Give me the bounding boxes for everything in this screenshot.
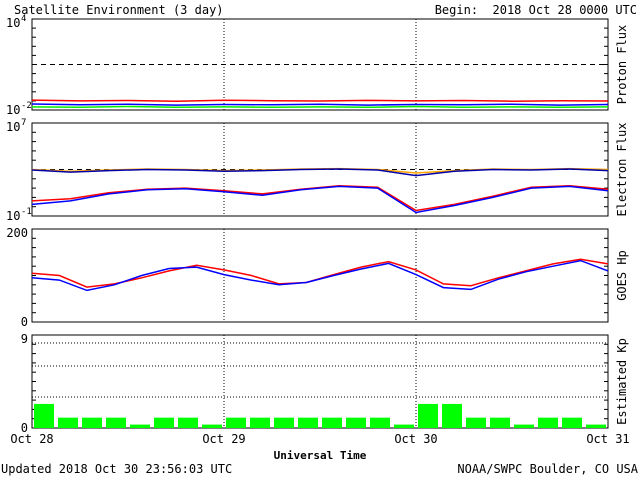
- panel-3-ytick-label: 200: [6, 226, 28, 240]
- panel-2-series-navy: [31, 168, 609, 177]
- panel-4-kp-bar: [370, 417, 390, 428]
- begin-timestamp: Begin: 2018 Oct 28 0000 UTC: [434, 3, 637, 17]
- panel-3-frame: [31, 228, 609, 323]
- panel-2-series-red: [31, 185, 609, 212]
- xtick-label: Oct 31: [586, 432, 629, 446]
- xaxis-label: Universal Time: [274, 449, 367, 462]
- panel-4-kp-bar: [394, 424, 414, 428]
- updated-timestamp: Updated 2018 Oct 30 23:56:03 UTC: [1, 462, 233, 476]
- panel-4-kp-bar: [202, 424, 222, 428]
- panel-4-kp-bar: [538, 417, 558, 428]
- panel-4-kp-bar: [562, 417, 582, 428]
- panel-1-ytick-exponent: -2: [21, 101, 32, 111]
- panel-4-kp-bar: [514, 424, 534, 428]
- panel-1-series-blue: [31, 103, 609, 106]
- chart-title: Satellite Environment (3 day): [14, 3, 224, 17]
- panel-4-kp-bar: [346, 417, 366, 428]
- panel-4-ylabel: Estimated Kp: [615, 338, 629, 425]
- panel-4-kp-bar: [154, 417, 174, 428]
- panel-4-kp-bar: [106, 417, 126, 428]
- panel-4-kp-bar: [250, 417, 270, 428]
- panel-1-ytick-exponent: 4: [21, 14, 26, 24]
- panel-3-ylabel: GOES Hp: [615, 250, 629, 301]
- panel-4-kp-bar: [130, 424, 150, 428]
- panel-2-ytick-exponent: 7: [21, 118, 26, 128]
- panel-4-kp-bar: [82, 417, 102, 428]
- panel-4-ytick-label: 9: [21, 332, 28, 346]
- panel-4-kp-bar: [58, 417, 78, 428]
- panel-1-series-green: [31, 105, 609, 109]
- panel-4-kp-bar: [178, 417, 198, 428]
- panel-3-ytick-label: 0: [21, 315, 28, 329]
- panel-2-ytick-exponent: -1: [21, 207, 32, 217]
- panel-4-kp-bar: [586, 424, 606, 428]
- panel-4-kp-bar: [490, 417, 510, 428]
- panel-2-ylabel: Electron Flux: [615, 123, 629, 217]
- panel-4-kp-bar: [34, 403, 54, 428]
- xtick-label: Oct 28: [10, 432, 53, 446]
- panel-2-ytick-label: 10: [6, 209, 20, 223]
- panel-4-kp-bar: [466, 417, 486, 428]
- panel-4-frame: [31, 334, 609, 429]
- panel-3-series-blue: [31, 259, 609, 292]
- panel-1-series-red: [31, 99, 609, 102]
- xtick-label: Oct 30: [394, 432, 437, 446]
- panel-1-ytick-label: 10: [6, 103, 20, 117]
- panel-4-kp-bar: [274, 417, 294, 428]
- panel-4-ytick-label: 0: [21, 421, 28, 435]
- panel-4-kp-bar: [298, 417, 318, 428]
- credit-text: NOAA/SWPC Boulder, CO USA: [457, 462, 638, 476]
- panel-2-series-blue: [31, 185, 609, 214]
- panel-1-ytick-label: 10: [6, 16, 20, 30]
- panel-1-ylabel: Proton Flux: [615, 25, 629, 104]
- panel-4-kp-bar: [442, 403, 462, 428]
- panel-4-kp-bar: [226, 417, 246, 428]
- panel-4-kp-bar: [322, 417, 342, 428]
- panel-2-ytick-label: 10: [6, 120, 20, 134]
- panel-4-kp-bar: [418, 403, 438, 428]
- xtick-label: Oct 29: [202, 432, 245, 446]
